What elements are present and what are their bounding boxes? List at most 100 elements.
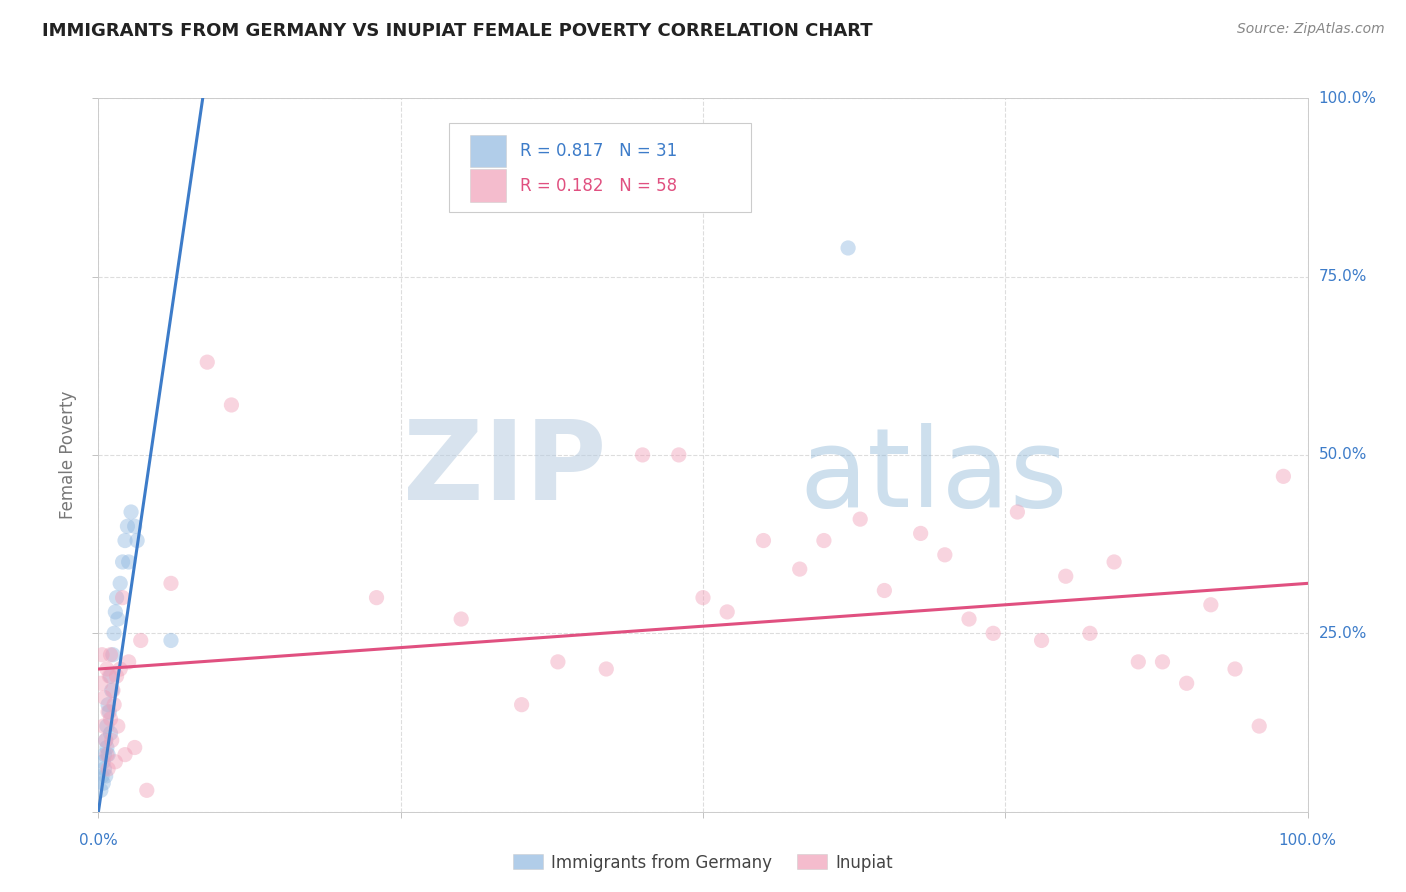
Point bbox=[111, 591, 134, 605]
Point bbox=[595, 662, 617, 676]
Point bbox=[91, 719, 114, 733]
Point bbox=[1031, 633, 1053, 648]
Point bbox=[104, 755, 127, 769]
Point bbox=[114, 533, 136, 548]
Point bbox=[100, 733, 122, 747]
Y-axis label: Female Poverty: Female Poverty bbox=[59, 391, 77, 519]
Point bbox=[450, 612, 472, 626]
Point bbox=[101, 683, 124, 698]
Point bbox=[94, 733, 117, 747]
Point bbox=[120, 505, 142, 519]
Point bbox=[107, 719, 129, 733]
Point bbox=[114, 747, 136, 762]
Point bbox=[1054, 569, 1077, 583]
Text: 100.0%: 100.0% bbox=[1319, 91, 1376, 105]
Point bbox=[97, 698, 120, 712]
Point bbox=[97, 762, 120, 776]
Point bbox=[135, 783, 157, 797]
Point bbox=[1175, 676, 1198, 690]
Point bbox=[91, 755, 114, 769]
Point bbox=[93, 690, 115, 705]
Point bbox=[93, 762, 115, 776]
Point bbox=[98, 705, 121, 719]
Point bbox=[1078, 626, 1101, 640]
Text: Source: ZipAtlas.com: Source: ZipAtlas.com bbox=[1237, 22, 1385, 37]
Point bbox=[668, 448, 690, 462]
Point bbox=[692, 591, 714, 605]
Point bbox=[91, 776, 114, 790]
Point bbox=[96, 662, 118, 676]
Point bbox=[129, 633, 152, 648]
Point bbox=[837, 241, 859, 255]
FancyBboxPatch shape bbox=[470, 169, 506, 202]
Point bbox=[111, 555, 134, 569]
Point bbox=[105, 669, 128, 683]
Point bbox=[752, 533, 775, 548]
Text: 25.0%: 25.0% bbox=[1319, 626, 1367, 640]
Point bbox=[849, 512, 872, 526]
Point bbox=[1128, 655, 1150, 669]
Point bbox=[127, 533, 149, 548]
Point bbox=[96, 747, 118, 762]
Text: 75.0%: 75.0% bbox=[1319, 269, 1367, 284]
Point bbox=[1152, 655, 1174, 669]
Point bbox=[108, 576, 131, 591]
Point bbox=[1199, 598, 1222, 612]
Point bbox=[934, 548, 956, 562]
Point bbox=[94, 769, 117, 783]
Point bbox=[1223, 662, 1246, 676]
Text: 100.0%: 100.0% bbox=[1278, 833, 1337, 848]
Legend: Immigrants from Germany, Inupiat: Immigrants from Germany, Inupiat bbox=[506, 847, 900, 879]
Point bbox=[100, 669, 122, 683]
Point bbox=[100, 726, 122, 740]
Point bbox=[100, 648, 122, 662]
Point bbox=[957, 612, 980, 626]
Point bbox=[100, 712, 122, 726]
Point bbox=[631, 448, 654, 462]
Text: IMMIGRANTS FROM GERMANY VS INUPIAT FEMALE POVERTY CORRELATION CHART: IMMIGRANTS FROM GERMANY VS INUPIAT FEMAL… bbox=[42, 22, 873, 40]
Point bbox=[160, 576, 183, 591]
Point bbox=[97, 747, 120, 762]
Point bbox=[118, 655, 141, 669]
Point bbox=[873, 583, 896, 598]
Point bbox=[813, 533, 835, 548]
Point bbox=[100, 683, 122, 698]
Point bbox=[90, 676, 112, 690]
FancyBboxPatch shape bbox=[470, 136, 506, 168]
Point bbox=[510, 698, 533, 712]
Point bbox=[91, 769, 114, 783]
Point bbox=[97, 705, 120, 719]
Point bbox=[1272, 469, 1295, 483]
Point bbox=[103, 698, 125, 712]
Text: 0.0%: 0.0% bbox=[79, 833, 118, 848]
Point bbox=[101, 648, 124, 662]
Point bbox=[107, 612, 129, 626]
Point bbox=[195, 355, 218, 369]
Point bbox=[103, 626, 125, 640]
Point bbox=[96, 740, 118, 755]
Point bbox=[160, 633, 183, 648]
Point bbox=[547, 655, 569, 669]
Point bbox=[108, 662, 131, 676]
Point bbox=[910, 526, 932, 541]
Point bbox=[221, 398, 243, 412]
Point bbox=[1102, 555, 1125, 569]
Point bbox=[366, 591, 388, 605]
Text: R = 0.817   N = 31: R = 0.817 N = 31 bbox=[520, 143, 678, 161]
Point bbox=[105, 591, 128, 605]
Point bbox=[117, 519, 139, 533]
Point bbox=[104, 605, 127, 619]
Point bbox=[716, 605, 738, 619]
Point bbox=[1007, 505, 1029, 519]
Point bbox=[124, 740, 146, 755]
Text: 50.0%: 50.0% bbox=[1319, 448, 1367, 462]
Point bbox=[91, 648, 114, 662]
Point bbox=[124, 519, 146, 533]
Point bbox=[789, 562, 811, 576]
Point bbox=[1249, 719, 1271, 733]
Point bbox=[90, 783, 112, 797]
Point bbox=[94, 733, 117, 747]
Point bbox=[96, 719, 118, 733]
Point bbox=[98, 669, 121, 683]
Point bbox=[981, 626, 1004, 640]
